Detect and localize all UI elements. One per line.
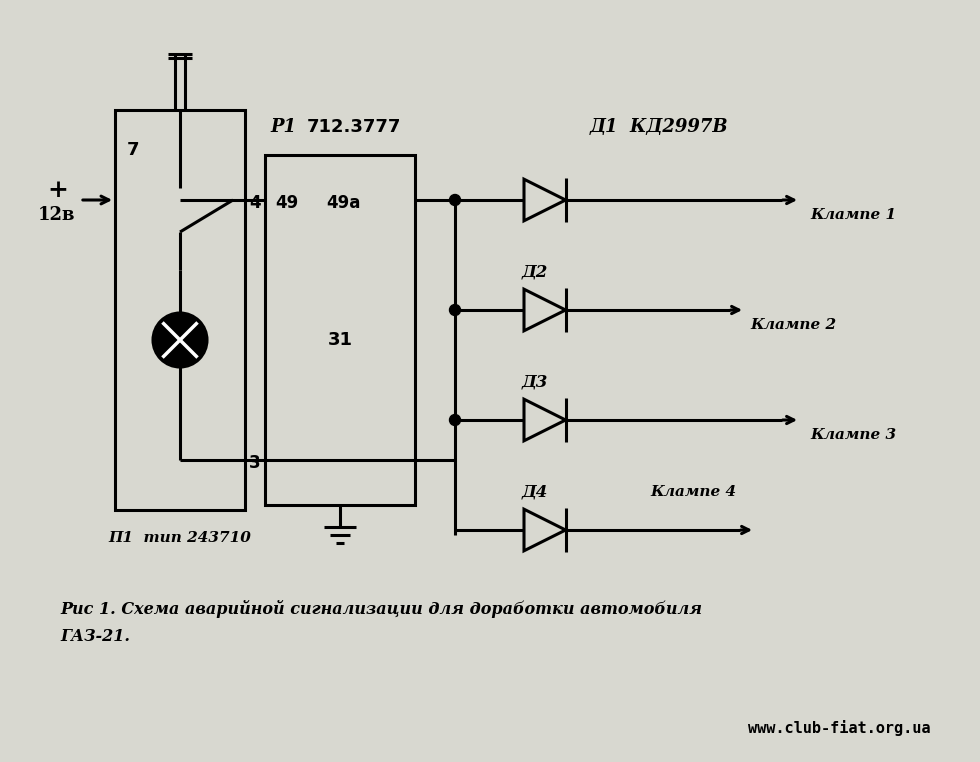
Bar xyxy=(115,110,245,510)
Text: P1: P1 xyxy=(270,118,296,136)
Circle shape xyxy=(450,305,461,315)
Text: 49a: 49a xyxy=(325,194,361,212)
Text: Клампе 4: Клампе 4 xyxy=(650,485,736,499)
Text: 4: 4 xyxy=(249,194,261,212)
Text: П1  тип 243710: П1 тип 243710 xyxy=(109,531,252,545)
Text: 7: 7 xyxy=(126,141,139,159)
Text: Рис 1. Схема аварийной сигнализации для доработки автомобиля: Рис 1. Схема аварийной сигнализации для … xyxy=(60,600,702,618)
Text: 12в: 12в xyxy=(37,206,74,224)
Text: www.club-fiat.org.ua: www.club-fiat.org.ua xyxy=(748,720,930,736)
Text: 49: 49 xyxy=(275,194,299,212)
Text: Д1  КД2997В: Д1 КД2997В xyxy=(590,118,728,136)
Text: ГАЗ-21.: ГАЗ-21. xyxy=(60,628,130,645)
Text: Д2: Д2 xyxy=(522,264,549,280)
Text: +: + xyxy=(48,178,69,202)
Text: 3: 3 xyxy=(249,454,261,472)
Text: Клампе 1: Клампе 1 xyxy=(810,208,896,222)
Text: Клампе 2: Клампе 2 xyxy=(750,318,836,332)
Text: Д4: Д4 xyxy=(522,484,549,501)
Bar xyxy=(265,155,415,505)
Text: 712.3777: 712.3777 xyxy=(307,118,402,136)
Circle shape xyxy=(450,194,461,206)
Circle shape xyxy=(450,415,461,425)
Text: Клампе 3: Клампе 3 xyxy=(810,428,896,442)
Text: 31: 31 xyxy=(327,331,353,349)
Text: Д3: Д3 xyxy=(522,373,549,390)
Circle shape xyxy=(153,313,207,367)
